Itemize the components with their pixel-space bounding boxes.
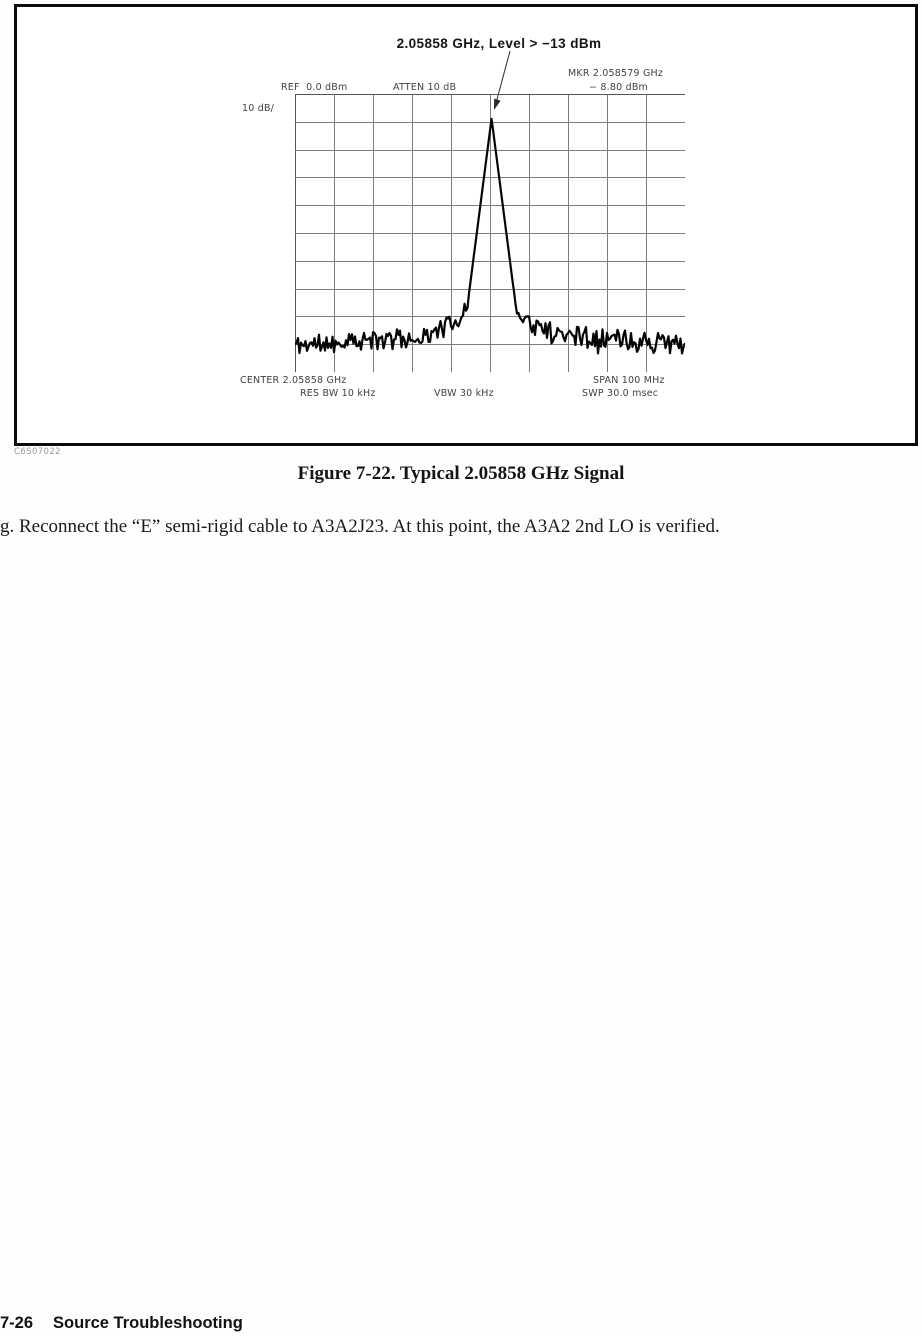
figure-caption: Figure 7-22. Typical 2.05858 GHz Signal: [297, 463, 625, 484]
footer-section-title: Source Troubleshooting: [53, 1314, 243, 1332]
figure-frame: 2.05858 GHz, Level > −13 dBm 10 dB/ REF …: [14, 4, 918, 446]
spectrum-plot: [295, 94, 685, 372]
span-label: SPAN 100 MHz: [593, 375, 665, 386]
marker-level-label: − 8.80 dBm: [589, 82, 648, 93]
marker-freq-label: MKR 2.058579 GHz: [568, 68, 664, 79]
scale-label: 10 dB/: [242, 103, 275, 114]
sweep-label: SWP 30.0 msec: [582, 388, 659, 399]
ref-level-label: REF 0.0 dBm: [281, 82, 348, 93]
peak-annotation: 2.05858 GHz, Level > −13 dBm: [396, 36, 602, 51]
vbw-label: VBW 30 kHz: [434, 388, 494, 399]
figure-image-code: C6S07022: [14, 447, 61, 457]
page-footer: 7-26 Source Troubleshooting: [0, 1314, 243, 1333]
step-paragraph: g. Reconnect the “E” semi-rigid cable to…: [0, 516, 720, 537]
res-bw-label: RES BW 10 kHz: [300, 388, 376, 399]
center-freq-label: CENTER 2.05858 GHz: [240, 375, 347, 386]
footer-page-number: 7-26: [0, 1314, 34, 1332]
atten-label: ATTEN 10 dB: [393, 82, 457, 93]
